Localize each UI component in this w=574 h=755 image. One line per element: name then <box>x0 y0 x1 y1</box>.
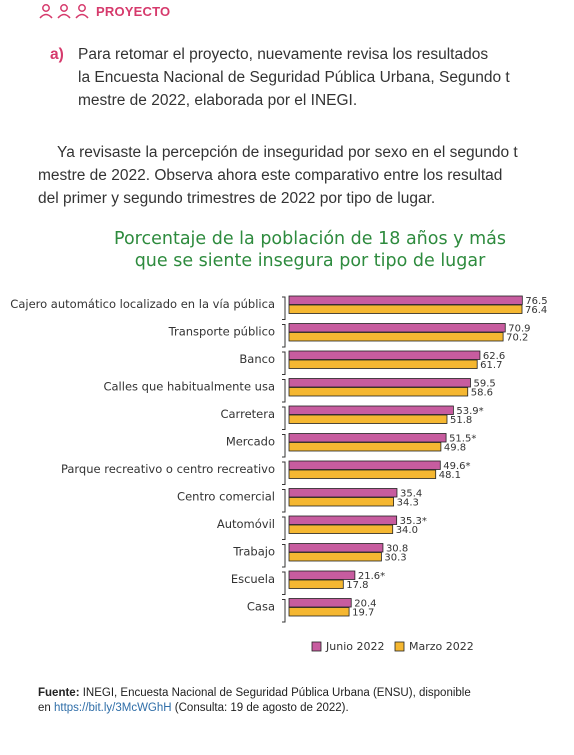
intro-line-3: del primer y segundo trimestres de 2022 … <box>38 190 436 207</box>
value-label: 62.6 <box>483 351 505 362</box>
value-label: 53.9* <box>456 406 483 417</box>
group-bracket <box>282 516 286 540</box>
group-bracket <box>282 351 286 375</box>
value-label: 76.4 <box>525 305 547 316</box>
value-label: 34.0 <box>396 525 418 536</box>
value-label: 76.5 <box>525 296 547 307</box>
bar <box>288 469 437 479</box>
legend-label: Junio 2022 <box>325 640 384 653</box>
source-link[interactable]: https://bit.ly/3McWGhH <box>54 702 172 714</box>
group-bracket <box>282 571 286 595</box>
source-text: INEGI, Encuesta Nacional de Seguridad Pú… <box>82 687 471 699</box>
legend-swatch <box>394 641 405 652</box>
group-bracket <box>282 434 286 458</box>
category-label: Parque recreativo o centro recreativo <box>61 462 275 476</box>
value-label: 49.8 <box>444 443 466 454</box>
group-bracket <box>282 461 286 485</box>
bar <box>288 350 481 360</box>
bar <box>288 598 352 608</box>
question-line-2: la Encuesta Nacional de Seguridad Públic… <box>78 69 510 86</box>
legend-label: Marzo 2022 <box>409 640 474 653</box>
value-label: 49.6* <box>443 461 470 472</box>
value-label: 30.3 <box>384 553 406 564</box>
group-bracket <box>282 296 286 320</box>
question-line-1: Para retomar el proyecto, nuevamente rev… <box>78 46 489 63</box>
value-label: 51.5* <box>449 434 476 445</box>
chart-title-line-2: que se siente insegura por tipo de lugar <box>134 251 486 271</box>
legend-swatch <box>311 641 322 652</box>
source-prefix: en <box>38 702 54 714</box>
bar <box>288 414 448 424</box>
bar <box>288 433 447 443</box>
bar <box>288 323 506 333</box>
category-label: Casa <box>247 600 275 614</box>
bar <box>288 552 382 562</box>
bar <box>288 442 442 452</box>
bar <box>288 295 523 305</box>
category-label: Transporte público <box>168 325 275 339</box>
group-bracket <box>282 406 286 430</box>
bar <box>288 515 398 525</box>
bar <box>288 405 454 415</box>
category-label: Escuela <box>231 572 275 586</box>
bar <box>288 304 523 314</box>
question-line-3: mestre de 2022, elaborada por el INEGI. <box>78 92 358 109</box>
value-label: 19.7 <box>352 608 374 619</box>
category-label: Calles que habitualmente usa <box>103 380 275 394</box>
value-label: 59.5 <box>473 379 495 390</box>
value-label: 35.4 <box>400 489 422 500</box>
bar <box>288 579 344 589</box>
value-label: 70.2 <box>506 333 528 344</box>
category-label: Mercado <box>226 435 275 449</box>
section-title: PROYECTO <box>96 3 171 19</box>
value-label: 17.8 <box>346 580 368 591</box>
category-label: Carretera <box>220 407 275 421</box>
section-header: PROYECTO <box>38 2 170 20</box>
group-bracket <box>282 324 286 348</box>
bar <box>288 497 395 507</box>
value-label: 61.7 <box>480 360 502 371</box>
value-label: 21.6* <box>358 571 385 582</box>
value-label: 35.3* <box>400 516 427 527</box>
group-bracket <box>282 489 286 513</box>
bar <box>288 524 394 534</box>
question-marker: a) <box>50 46 64 63</box>
value-label: 48.1 <box>439 470 461 481</box>
bar <box>288 387 469 397</box>
intro-line-2: mestre de 2022. Observa ahora este compa… <box>38 167 503 184</box>
bar <box>288 607 350 617</box>
value-label: 20.4 <box>354 599 376 610</box>
bar <box>288 570 356 580</box>
group-bracket <box>282 599 286 623</box>
bar <box>288 332 504 342</box>
bar <box>288 378 471 388</box>
value-label: 70.9 <box>508 324 530 335</box>
category-label: Centro comercial <box>177 490 275 504</box>
group-bracket <box>282 379 286 403</box>
category-label: Cajero automático localizado en la vía p… <box>10 297 275 311</box>
people-group-icon <box>39 4 89 19</box>
group-bracket <box>282 544 286 568</box>
value-label: 30.8 <box>386 544 408 555</box>
bar <box>288 460 441 470</box>
source-label: Fuente: <box>38 687 80 699</box>
value-label: 58.6 <box>471 388 493 399</box>
chart-title-line-1: Porcentaje de la población de 18 años y … <box>114 229 506 249</box>
category-label: Trabajo <box>232 545 275 559</box>
bar <box>288 488 398 498</box>
value-label: 34.3 <box>397 498 419 509</box>
bar <box>288 359 478 369</box>
bar <box>288 543 384 553</box>
category-label: Banco <box>239 352 275 366</box>
source-suffix: (Consulta: 19 de agosto de 2022). <box>171 702 349 714</box>
bar-chart: Cajero automático localizado en la vía p… <box>10 295 548 653</box>
category-label: Automóvil <box>217 517 275 531</box>
source-note: Fuente: INEGI, Encuesta Nacional de Segu… <box>38 686 471 716</box>
value-label: 51.8 <box>450 415 472 426</box>
intro-line-1: Ya revisaste la percepción de insegurida… <box>57 144 518 161</box>
